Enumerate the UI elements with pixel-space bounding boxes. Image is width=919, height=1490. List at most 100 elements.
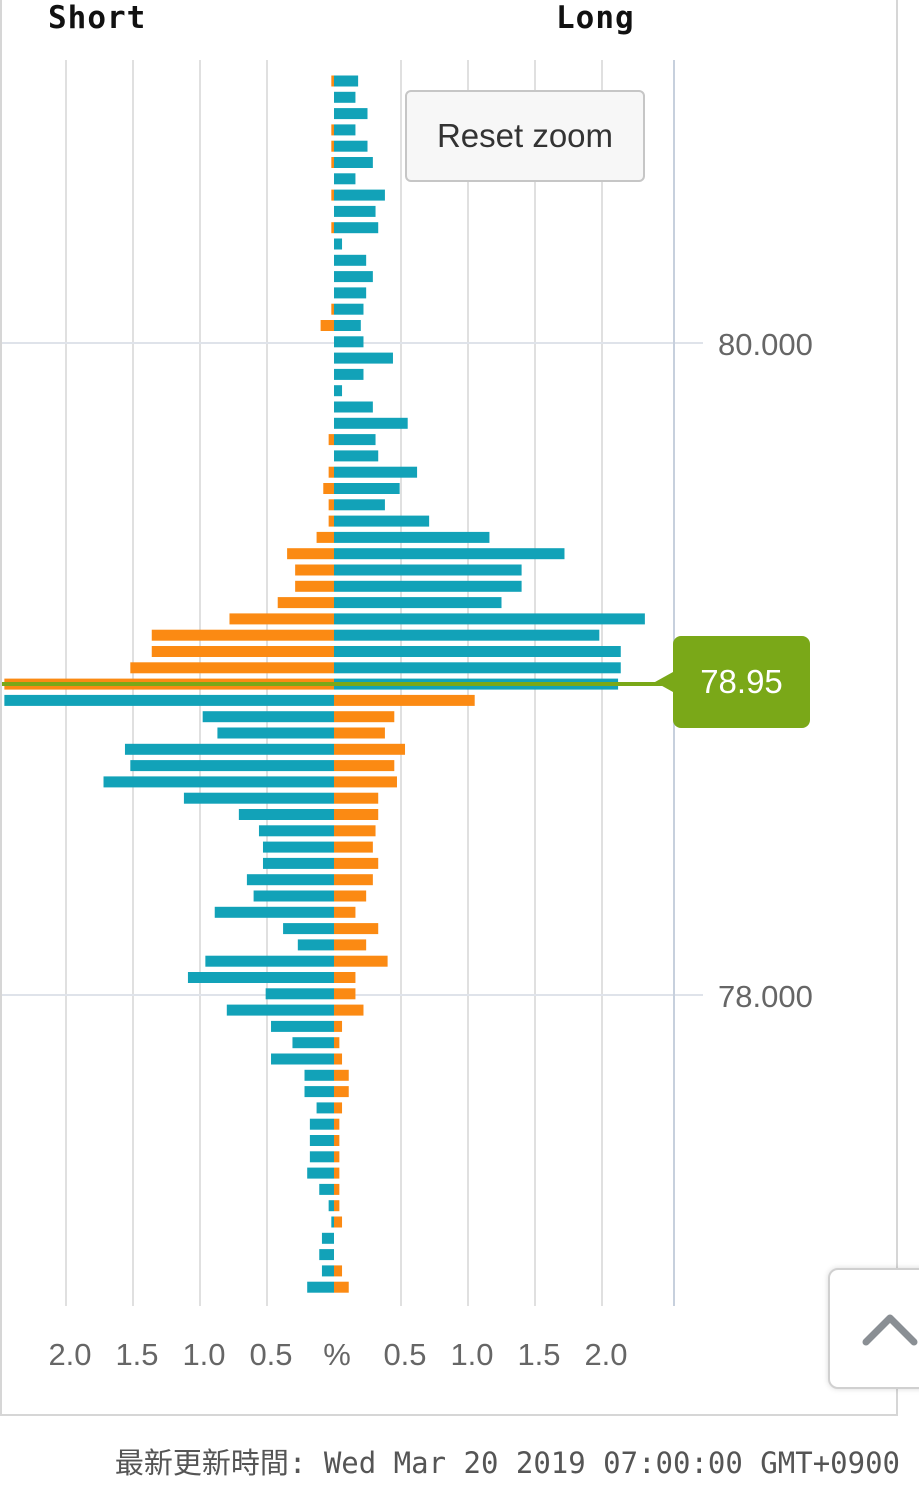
long-bar bbox=[334, 401, 373, 413]
long-bar bbox=[334, 483, 400, 494]
short-bar bbox=[304, 1069, 334, 1081]
long-bar bbox=[334, 580, 522, 592]
long-bar bbox=[334, 972, 356, 983]
long-bar bbox=[334, 939, 367, 951]
long-bar bbox=[334, 499, 385, 511]
x-tick-label: 0.5 bbox=[249, 1337, 292, 1372]
long-bar bbox=[334, 466, 418, 478]
short-bar bbox=[321, 1265, 334, 1277]
short-bar bbox=[331, 303, 334, 315]
short-bar bbox=[316, 1102, 334, 1114]
short-bar bbox=[238, 809, 334, 820]
short-bar bbox=[331, 157, 334, 168]
short-bar bbox=[307, 1281, 334, 1293]
short-bar bbox=[331, 140, 334, 152]
short-bar bbox=[103, 776, 335, 788]
short-bar bbox=[292, 1037, 334, 1049]
scroll-to-top-button[interactable] bbox=[828, 1268, 919, 1389]
position-chart: 80.000 78.000 2.0 1.5 1.0 0.5% 0.5 1.0 1.5 2.0 bbox=[2, 60, 813, 1372]
long-bar bbox=[334, 1053, 343, 1065]
short-bar bbox=[328, 466, 334, 478]
reset-zoom-button[interactable]: Reset zoom bbox=[405, 90, 645, 182]
long-bar bbox=[334, 515, 430, 527]
short-bar bbox=[262, 841, 334, 853]
long-bar bbox=[334, 809, 379, 820]
short-bar bbox=[316, 531, 334, 543]
y-tick-label: 78.000 bbox=[718, 979, 813, 1014]
short-bar bbox=[262, 857, 334, 869]
long-bar bbox=[334, 1183, 340, 1195]
short-bar bbox=[253, 890, 334, 902]
long-bar bbox=[334, 368, 364, 380]
long-bar bbox=[334, 108, 368, 120]
y-tick-label: 80.000 bbox=[718, 327, 813, 362]
short-bar bbox=[214, 906, 334, 918]
x-tick-label: 1.5 bbox=[517, 1337, 560, 1372]
long-bar bbox=[334, 352, 393, 364]
long-bar bbox=[334, 1069, 349, 1081]
long-bar bbox=[334, 434, 376, 446]
short-bar bbox=[331, 1216, 334, 1228]
short-bar bbox=[321, 1232, 334, 1244]
long-bar bbox=[334, 825, 376, 837]
long-bar bbox=[334, 287, 367, 299]
long-bar bbox=[334, 564, 522, 576]
short-bar bbox=[328, 434, 334, 446]
short-bar bbox=[217, 727, 334, 739]
x-tick-label: 0.5 bbox=[383, 1337, 426, 1372]
short-bar bbox=[328, 499, 334, 511]
short-bar bbox=[309, 1135, 334, 1146]
short-bar bbox=[187, 972, 334, 983]
x-tick-label: 2.0 bbox=[584, 1337, 627, 1372]
long-bar bbox=[334, 792, 379, 804]
long-bar bbox=[334, 1004, 364, 1016]
short-bar bbox=[307, 1167, 334, 1179]
long-bar bbox=[334, 450, 379, 462]
chart-frame bbox=[0, 0, 898, 1416]
long-bar bbox=[334, 727, 385, 739]
short-header: Short bbox=[48, 0, 147, 36]
short-bar bbox=[130, 662, 334, 674]
short-bar bbox=[295, 564, 334, 576]
long-bar bbox=[334, 955, 388, 967]
long-bar bbox=[334, 776, 397, 788]
short-bar bbox=[309, 1118, 334, 1130]
short-bar bbox=[124, 743, 335, 755]
short-bar bbox=[265, 988, 334, 1000]
short-bar bbox=[258, 825, 334, 837]
long-bar bbox=[334, 140, 368, 152]
long-bar bbox=[334, 1020, 343, 1032]
long-bar bbox=[334, 662, 621, 674]
short-bar bbox=[183, 792, 334, 804]
x-tick-label: 2.0 bbox=[48, 1337, 91, 1372]
short-bar bbox=[271, 1020, 334, 1032]
short-bar bbox=[277, 597, 334, 609]
long-bar bbox=[334, 1167, 340, 1179]
long-bar bbox=[334, 711, 395, 723]
long-bar bbox=[334, 1118, 340, 1130]
short-bar bbox=[328, 1200, 334, 1212]
long-header: Long bbox=[556, 0, 635, 36]
short-bar bbox=[205, 955, 334, 967]
short-bar bbox=[4, 694, 335, 706]
long-bar bbox=[334, 613, 645, 625]
short-bar bbox=[309, 1151, 334, 1163]
current-price-tag: 78.95 bbox=[655, 636, 810, 728]
long-bar bbox=[334, 923, 379, 935]
long-bar bbox=[334, 890, 367, 902]
short-bar bbox=[130, 760, 334, 772]
short-bar bbox=[202, 711, 334, 723]
long-bar bbox=[334, 75, 359, 87]
long-bar bbox=[334, 336, 364, 348]
short-bar bbox=[151, 629, 334, 641]
short-bar bbox=[229, 613, 334, 625]
long-bar bbox=[334, 254, 367, 266]
long-bar bbox=[334, 1151, 340, 1163]
long-bar bbox=[334, 238, 343, 250]
short-bar bbox=[287, 548, 334, 560]
short-bar bbox=[323, 483, 334, 494]
short-bar bbox=[297, 939, 334, 951]
short-bar bbox=[304, 1086, 334, 1098]
long-bar bbox=[334, 1086, 349, 1098]
long-bar bbox=[334, 841, 373, 853]
